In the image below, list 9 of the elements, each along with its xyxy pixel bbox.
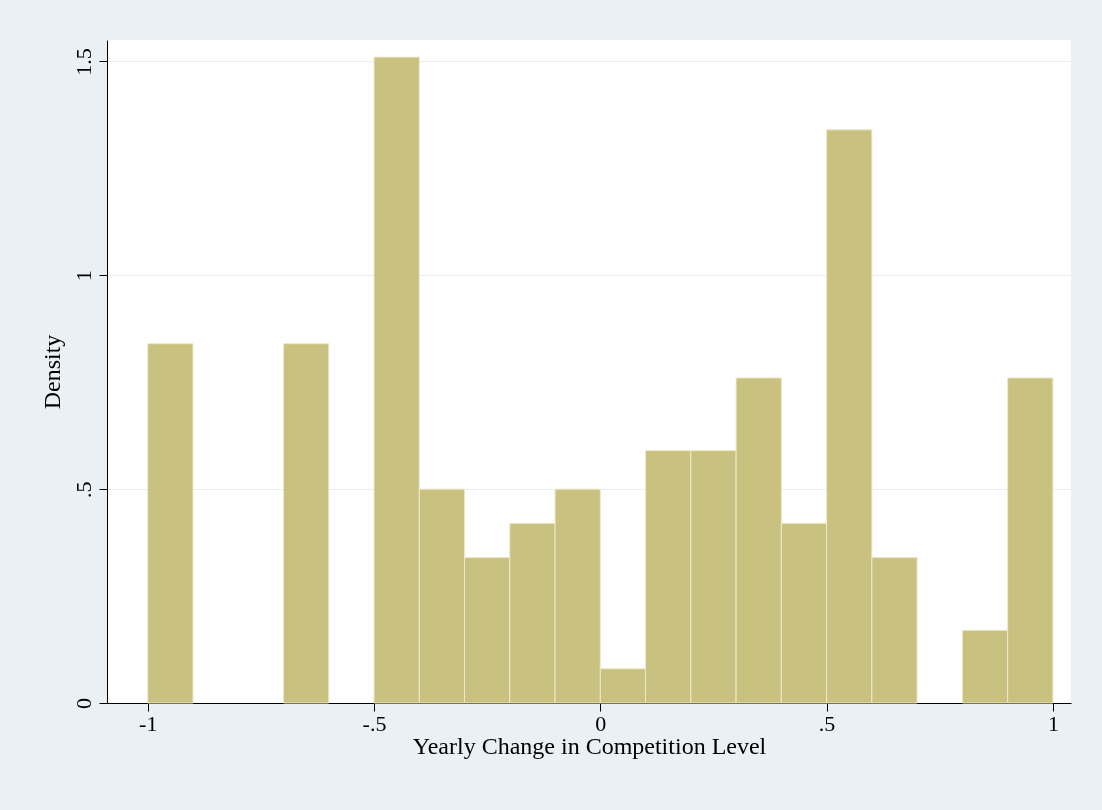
x-tick-label: .5 bbox=[818, 710, 836, 736]
x-tick-label: -1 bbox=[139, 710, 158, 736]
y-tick-label: 0 bbox=[70, 698, 96, 709]
y-tick-label: .5 bbox=[70, 481, 96, 498]
x-tick-label: 1 bbox=[1047, 710, 1059, 736]
x-tick-label: -.5 bbox=[362, 710, 387, 736]
y-axis-title: Density bbox=[38, 334, 65, 410]
y-tick-label: 1 bbox=[70, 270, 96, 282]
y-tick-label: 1.5 bbox=[70, 48, 96, 76]
